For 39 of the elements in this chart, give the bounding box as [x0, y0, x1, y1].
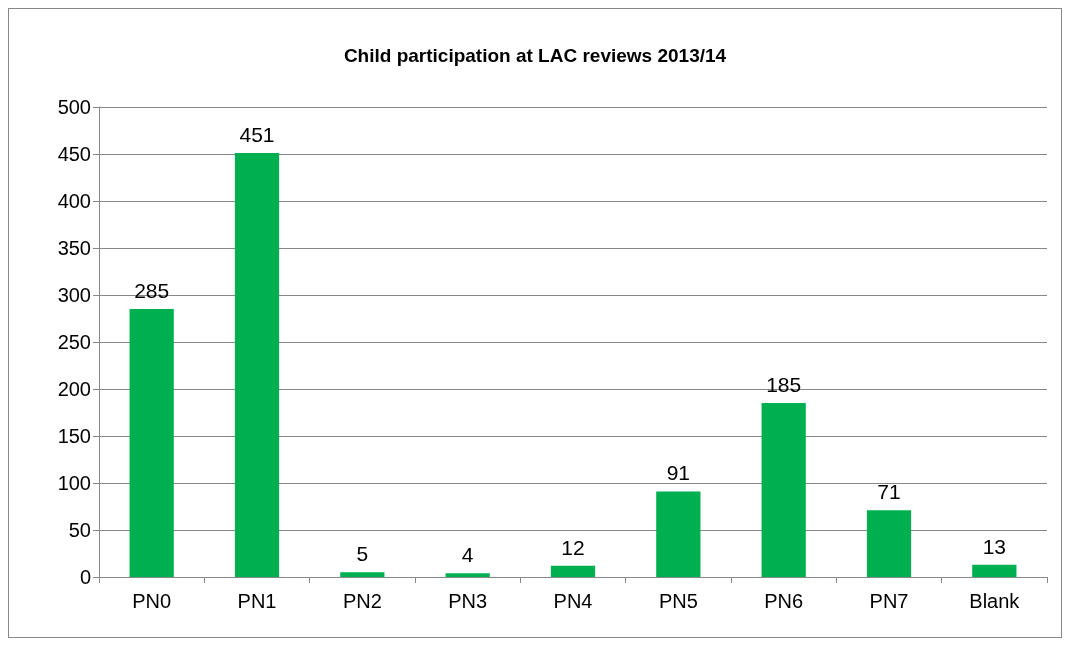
y-tick-label: 450 [57, 143, 91, 165]
data-label: 12 [561, 535, 585, 559]
data-label: 285 [134, 279, 170, 303]
x-tick-label: PN1 [237, 590, 277, 612]
y-tick-label: 0 [79, 566, 91, 588]
x-tick-label: Blank [969, 590, 1021, 612]
data-label: 5 [356, 542, 369, 566]
y-tick-label: 300 [57, 284, 91, 306]
data-label: 451 [239, 123, 275, 147]
y-tick-label: 350 [57, 237, 91, 259]
data-label: 4 [461, 543, 474, 567]
bar [445, 573, 490, 577]
data-label: 91 [666, 461, 691, 485]
y-tick-label: 150 [57, 425, 91, 447]
chart-title: Child participation at LAC reviews 2013/14 [343, 45, 727, 66]
x-tick-label: PN7 [869, 590, 909, 612]
y-tick-label: 500 [57, 96, 91, 118]
y-tick-label: 100 [57, 472, 91, 494]
bar [972, 564, 1017, 577]
x-tick-label: PN5 [658, 590, 698, 612]
data-label: 13 [982, 534, 1007, 558]
x-tick-label: PN6 [764, 590, 804, 612]
x-tick-label: PN4 [553, 590, 593, 612]
bar [340, 572, 385, 577]
y-tick-label: 400 [57, 190, 91, 212]
bar [550, 565, 596, 577]
bar [761, 403, 806, 577]
y-tick-label: 50 [68, 519, 91, 541]
bar [234, 153, 280, 577]
data-label: 71 [877, 480, 901, 504]
data-label: 185 [766, 373, 802, 397]
x-tick-label: PN2 [342, 590, 382, 612]
bar [129, 309, 174, 577]
y-tick-label: 200 [57, 378, 91, 400]
x-tick-label: PN0 [132, 590, 172, 612]
bar [866, 510, 912, 577]
x-tick-label: PN3 [448, 590, 488, 612]
y-tick-label: 250 [57, 331, 91, 353]
bar [656, 491, 701, 577]
